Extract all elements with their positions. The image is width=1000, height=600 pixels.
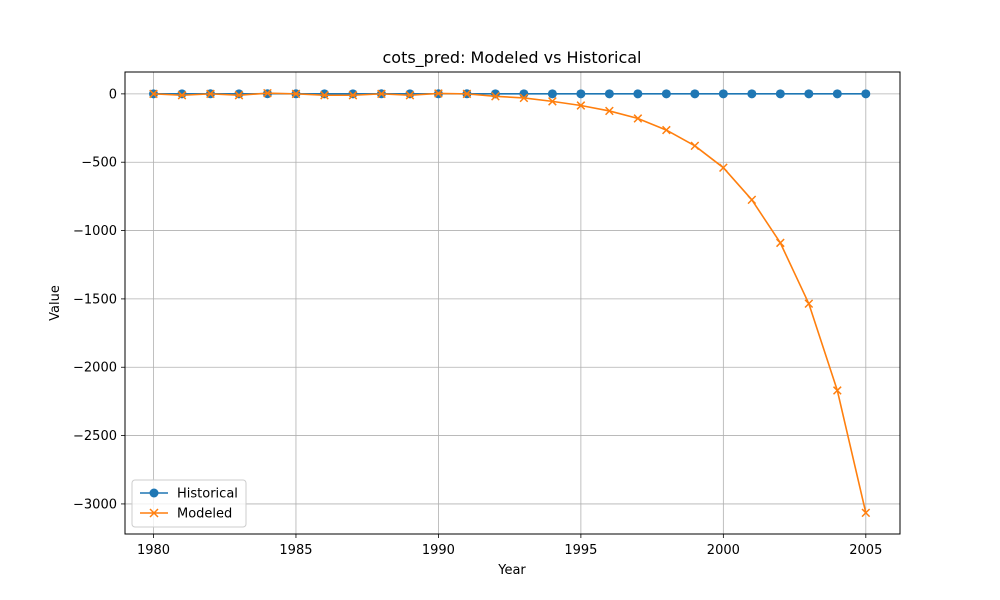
point-historical (832, 89, 842, 99)
y-tick-label: −2000 (73, 361, 117, 376)
legend-marker-historical (149, 488, 159, 498)
point-modeled (234, 90, 244, 100)
point-modeled (747, 195, 757, 205)
y-axis-label: Value (48, 285, 63, 321)
legend-box (131, 479, 247, 528)
point-modeled (263, 88, 272, 98)
x-tick-label: 1990 (422, 543, 455, 558)
point-modeled (348, 90, 358, 100)
plot-area (125, 72, 900, 534)
point-modeled (662, 125, 671, 135)
x-tick-label: 2005 (849, 543, 882, 558)
point-modeled (776, 238, 785, 248)
point-modeled (548, 97, 557, 106)
point-historical (861, 89, 871, 99)
point-modeled (291, 89, 301, 99)
point-modeled (576, 101, 586, 110)
point-modeled (690, 141, 700, 151)
point-historical (547, 89, 557, 99)
point-modeled (462, 89, 472, 99)
point-modeled (719, 163, 728, 173)
point-modeled (177, 90, 187, 100)
point-historical (718, 89, 728, 99)
point-historical (690, 89, 700, 99)
point-modeled (206, 89, 215, 99)
x-tick-label: 1995 (564, 543, 597, 558)
legend-marker-modeled (149, 508, 159, 518)
series-layer (148, 88, 871, 518)
point-modeled (320, 90, 329, 100)
x-tick-label: 1980 (137, 543, 170, 558)
point-modeled (519, 93, 529, 103)
point-modeled (377, 89, 386, 99)
point-modeled (861, 508, 871, 518)
plot-frame (124, 71, 901, 535)
point-historical (604, 89, 614, 99)
point-modeled (149, 89, 158, 99)
ticks: 1980 1985 1990 1995 2000 2005 0 −500 −1000 −1500 −… (73, 87, 882, 558)
legend: Historical Modeled (131, 479, 247, 528)
point-modeled (491, 91, 500, 101)
x-tick-label: 1985 (279, 543, 312, 558)
point-modeled (434, 89, 443, 98)
point-historical (633, 89, 643, 99)
point-historical (348, 89, 358, 99)
y-tick-label: −1000 (73, 224, 117, 239)
point-historical (747, 89, 757, 99)
series-line-modeled (153, 92, 867, 513)
point-historical (234, 89, 244, 99)
x-axis-label: Year (497, 563, 526, 578)
point-historical (319, 89, 329, 99)
y-tick-label: 0 (109, 87, 117, 102)
grid (125, 72, 900, 534)
chart-title: cots_pred: Modeled vs Historical (382, 48, 641, 68)
y-tick-label: −2500 (73, 429, 117, 444)
point-historical (576, 89, 586, 99)
point-historical (405, 89, 415, 99)
y-tick-label: −500 (81, 156, 117, 171)
y-tick-label: −3000 (73, 497, 117, 512)
point-modeled (605, 106, 614, 116)
point-modeled (405, 90, 415, 100)
point-historical (804, 89, 814, 99)
legend-label-historical: Historical (177, 487, 238, 502)
point-historical (661, 89, 671, 99)
point-historical (775, 89, 785, 99)
legend-label-modeled: Modeled (177, 507, 232, 522)
y-tick-label: −1500 (73, 292, 117, 307)
point-modeled (804, 299, 814, 309)
point-modeled (633, 114, 643, 123)
x-tick-label: 2000 (707, 543, 740, 558)
point-historical (177, 89, 187, 99)
point-modeled (832, 386, 842, 395)
